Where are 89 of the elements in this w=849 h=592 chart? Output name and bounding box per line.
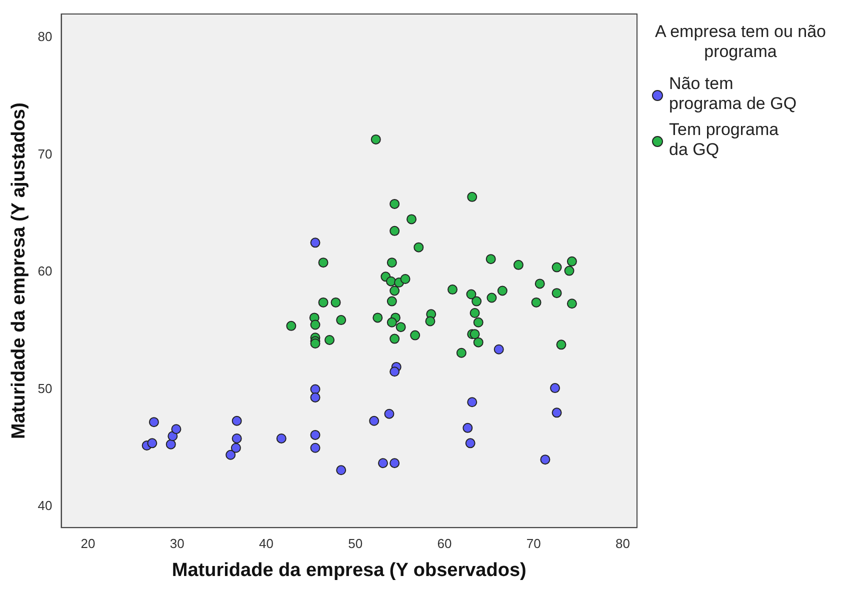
x-axis-title: Maturidade da empresa (Y observados) [172,560,526,581]
point [497,286,508,296]
x-tick-label: 80 [616,536,630,551]
point [470,308,480,318]
point [336,465,346,476]
point [310,392,320,402]
point [390,366,400,377]
point [425,316,436,326]
point [473,337,484,348]
point [378,458,388,468]
point [390,226,400,236]
point [456,348,466,358]
point [400,274,410,284]
point [310,320,320,330]
point [386,276,396,286]
point [552,408,562,418]
point [370,134,381,144]
point [513,260,524,270]
point [386,317,397,328]
point [564,266,574,276]
point [147,438,158,448]
point [494,344,504,354]
point [276,433,286,444]
point [466,289,476,300]
point [232,416,242,426]
legend-label: Tem programa da GQ [669,120,780,160]
point [318,258,328,268]
point [310,442,320,453]
point [372,312,383,323]
y-tick-label: 70 [38,146,52,162]
point [470,329,480,340]
point [566,256,577,266]
x-tick-label: 50 [348,536,363,551]
y-tick-label: 40 [38,498,52,514]
point [324,334,335,345]
point [330,297,341,308]
point [467,192,478,202]
point [310,384,320,394]
point [369,416,380,426]
point [390,286,400,296]
point [318,297,328,308]
point [232,433,242,444]
point [390,334,400,344]
point [406,214,417,224]
x-tick-label: 60 [437,536,452,551]
point [414,242,424,252]
point [566,298,577,309]
x-tick-label: 20 [80,536,96,551]
point [540,454,550,465]
y-tick-label: 60 [38,264,52,279]
x-tick-label: 30 [170,536,184,551]
point [467,397,478,408]
point [462,422,473,433]
y-tick-label: 50 [38,380,52,396]
point [171,424,182,434]
point [486,254,496,264]
point [473,317,484,328]
x-tick-label: 70 [526,536,541,551]
point [396,322,406,332]
point [552,288,562,298]
y-tick-label: 80 [38,29,52,44]
legend-label: Não tem programa de GQ [669,74,798,114]
point [472,296,482,306]
y-axis-title: Maturidade da empresa (Y ajustados) [8,102,30,440]
point [336,315,346,326]
point [310,238,320,248]
point [531,297,542,308]
point [550,383,560,394]
point [552,262,562,272]
point [148,417,159,428]
point [166,439,176,450]
point [286,320,296,331]
point [386,296,397,306]
point [384,408,394,419]
point [390,198,400,209]
point [226,450,236,460]
point [310,430,320,440]
point [486,292,497,303]
legend-title: A empresa tem ou não programa [654,22,828,62]
point [534,278,545,289]
point [390,458,400,468]
point [410,330,420,340]
x-tick-label: 40 [259,536,274,551]
point [310,338,320,348]
point [230,442,241,453]
point [386,258,397,268]
point [465,438,476,448]
point [448,284,458,295]
point [556,340,566,350]
